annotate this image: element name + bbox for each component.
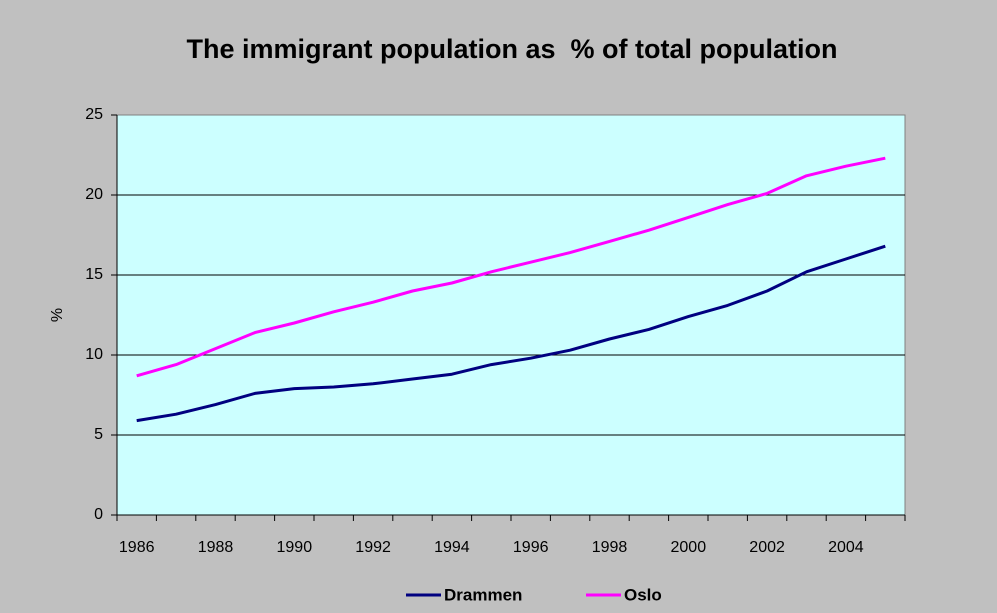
y-tick-label: 0: [94, 506, 103, 523]
y-tick-label: 20: [85, 186, 103, 203]
x-tick-label: 2004: [828, 539, 864, 556]
data-line: [136, 156, 886, 378]
x-tick-label: 1992: [355, 539, 391, 556]
x-tick-label: 2002: [749, 539, 785, 556]
y-tick-label: 25: [85, 106, 103, 123]
data-line: [136, 244, 886, 423]
y-tick-label: 10: [85, 346, 103, 363]
x-tick-label: 1994: [434, 539, 470, 556]
x-tick-label: 2000: [671, 539, 707, 556]
y-tick-label: 5: [94, 426, 103, 443]
chart-title: The immigrant population as % of total p…: [186, 34, 838, 64]
y-axis-label: %: [49, 308, 66, 322]
y-tick-label: 15: [85, 266, 103, 283]
x-tick-label: 1986: [119, 539, 155, 556]
legend-label: Oslo: [624, 585, 662, 604]
legend-label: Drammen: [444, 585, 522, 604]
x-tick-label: 1988: [198, 539, 234, 556]
x-tick-label: 1998: [592, 539, 628, 556]
plot-area: [116, 114, 906, 516]
x-tick-label: 1990: [277, 539, 313, 556]
x-tick-label: 1996: [513, 539, 549, 556]
